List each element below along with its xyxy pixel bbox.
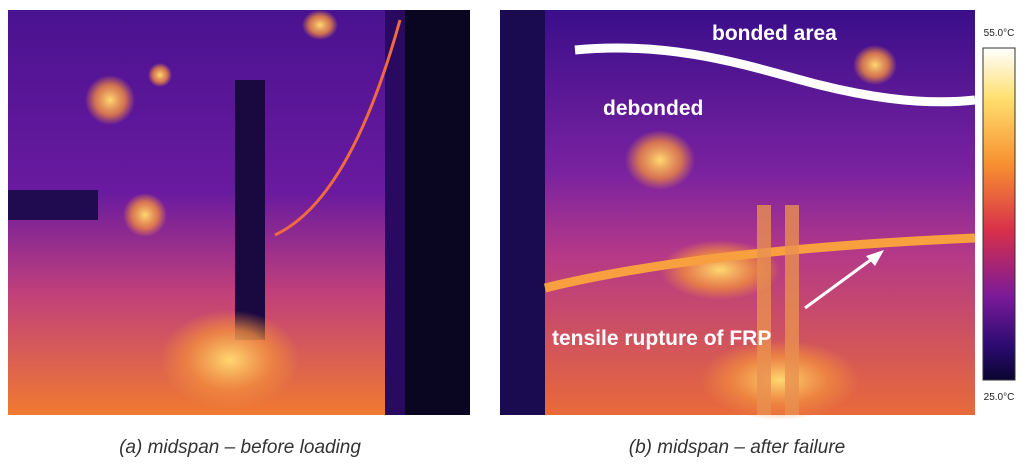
colorbar-min: 25.0°C: [984, 392, 1015, 403]
caption: (b) midspan – after failure: [629, 437, 846, 458]
annotation: debonded: [603, 97, 703, 120]
thermal-image-a: [8, 10, 470, 415]
annotation: bonded area: [712, 22, 837, 45]
colorbar: [983, 48, 1015, 380]
caption: (a) midspan – before loading: [119, 437, 361, 458]
colorbar-max: 55.0°C: [984, 28, 1015, 39]
figure: bonded area debonded tensile rupture of …: [0, 0, 1035, 467]
annotation: tensile rupture of FRP: [552, 327, 771, 350]
thermal-image-b: bonded area debonded tensile rupture of …: [500, 10, 975, 420]
